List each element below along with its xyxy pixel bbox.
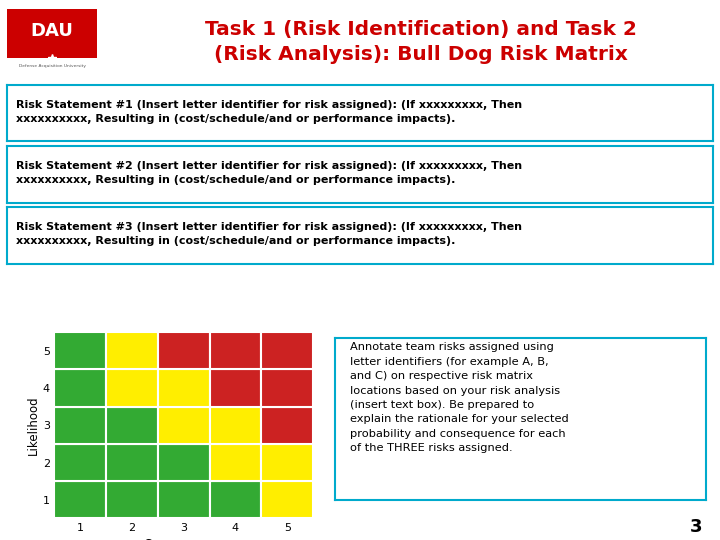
Text: Risk Statement #3 (Insert letter identifier for risk assigned): (If xxxxxxxxx, T: Risk Statement #3 (Insert letter identif…	[17, 221, 523, 246]
Wedge shape	[0, 58, 104, 89]
Text: Defense Acquisition University: Defense Acquisition University	[19, 64, 86, 68]
Text: Task 1 (Risk Identification) and Task 2
(Risk Analysis): Bull Dog Risk Matrix: Task 1 (Risk Identification) and Task 2 …	[205, 20, 637, 64]
Bar	[158, 481, 210, 518]
Bar	[106, 407, 158, 444]
Bar	[261, 332, 313, 369]
Text: Risk Statement #2 (Insert letter identifier for risk assigned): (If xxxxxxxxx, T: Risk Statement #2 (Insert letter identif…	[17, 160, 523, 185]
Bar	[54, 444, 106, 481]
Bar	[7, 9, 97, 58]
Y-axis label: Likelihood: Likelihood	[27, 395, 40, 455]
Bar	[106, 332, 158, 369]
Bar	[54, 369, 106, 407]
Bar	[210, 444, 261, 481]
Bar	[210, 332, 261, 369]
Bar	[261, 444, 313, 481]
X-axis label: Consequence: Consequence	[144, 538, 223, 540]
Bar	[261, 407, 313, 444]
Bar	[210, 369, 261, 407]
Bar	[106, 481, 158, 518]
Text: 3: 3	[690, 518, 702, 536]
Text: Annotate team risks assigned using
letter identifiers (for example A, B,
and C) : Annotate team risks assigned using lette…	[350, 342, 568, 453]
Bar	[54, 407, 106, 444]
Bar	[54, 332, 106, 369]
Bar	[158, 407, 210, 444]
Bar	[158, 332, 210, 369]
Text: DAU: DAU	[31, 22, 73, 40]
Bar	[54, 481, 106, 518]
Text: Risk Statement #1 (Insert letter identifier for risk assigned): (If xxxxxxxxx, T: Risk Statement #1 (Insert letter identif…	[17, 99, 523, 124]
Bar	[158, 369, 210, 407]
Bar	[210, 481, 261, 518]
Bar	[158, 444, 210, 481]
Bar	[106, 369, 158, 407]
Bar	[261, 369, 313, 407]
Bar	[106, 444, 158, 481]
Bar	[261, 481, 313, 518]
Bar	[210, 407, 261, 444]
